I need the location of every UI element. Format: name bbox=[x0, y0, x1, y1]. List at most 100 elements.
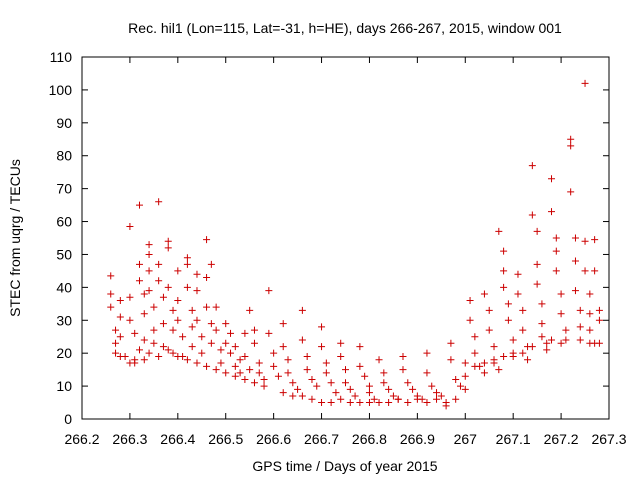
data-point bbox=[188, 323, 196, 331]
data-point bbox=[562, 326, 570, 334]
data-point bbox=[126, 293, 134, 301]
y-tick-label: 40 bbox=[56, 279, 72, 295]
data-point bbox=[284, 369, 292, 377]
data-point bbox=[543, 346, 551, 354]
data-point bbox=[279, 389, 287, 397]
data-point bbox=[514, 270, 522, 278]
data-point bbox=[480, 290, 488, 298]
data-point bbox=[461, 372, 469, 380]
data-point bbox=[365, 382, 373, 390]
data-point bbox=[327, 399, 335, 407]
data-point bbox=[471, 333, 479, 341]
data-point bbox=[270, 349, 278, 357]
data-point bbox=[260, 376, 268, 384]
data-point bbox=[241, 352, 249, 360]
data-point bbox=[471, 362, 479, 370]
data-point bbox=[212, 366, 220, 374]
x-axis-ticks: 266.2 266.3 266.4 266.5 266.6 266.7 266.8 266.9… bbox=[64, 57, 627, 447]
data-point bbox=[548, 336, 556, 344]
data-point bbox=[404, 379, 412, 387]
data-point bbox=[552, 247, 560, 255]
data-point bbox=[303, 366, 311, 374]
data-point bbox=[461, 359, 469, 367]
data-point bbox=[504, 316, 512, 324]
data-point bbox=[116, 333, 124, 341]
data-point bbox=[174, 267, 182, 275]
data-point bbox=[356, 362, 364, 370]
data-point bbox=[576, 306, 584, 314]
data-point bbox=[203, 236, 211, 244]
data-point bbox=[159, 293, 167, 301]
data-point bbox=[265, 329, 273, 337]
data-point bbox=[236, 369, 244, 377]
data-point bbox=[466, 316, 474, 324]
data-point bbox=[289, 392, 297, 400]
data-point bbox=[126, 359, 134, 367]
data-point bbox=[586, 339, 594, 347]
data-point bbox=[207, 320, 215, 328]
x-tick-label: 266.2 bbox=[64, 431, 99, 447]
data-point bbox=[586, 290, 594, 298]
data-point bbox=[313, 382, 321, 390]
data-point bbox=[490, 343, 498, 351]
data-point bbox=[495, 227, 503, 235]
data-point bbox=[145, 241, 153, 249]
data-point bbox=[595, 316, 603, 324]
data-point bbox=[203, 362, 211, 370]
data-point bbox=[385, 399, 393, 407]
data-point bbox=[437, 392, 445, 400]
data-point bbox=[452, 395, 460, 403]
data-point bbox=[595, 306, 603, 314]
data-point bbox=[351, 392, 359, 400]
data-point bbox=[155, 352, 163, 360]
x-tick-label: 266.5 bbox=[208, 431, 243, 447]
data-point bbox=[466, 297, 474, 305]
data-point bbox=[322, 359, 330, 367]
data-point bbox=[413, 395, 421, 403]
data-point bbox=[217, 359, 225, 367]
data-point bbox=[318, 323, 326, 331]
data-point bbox=[131, 329, 139, 337]
data-point bbox=[380, 379, 388, 387]
x-tick-label: 266.7 bbox=[304, 431, 339, 447]
data-point bbox=[433, 389, 441, 397]
data-point bbox=[116, 313, 124, 321]
data-point bbox=[193, 270, 201, 278]
data-point bbox=[193, 316, 201, 324]
data-point bbox=[365, 389, 373, 397]
data-point bbox=[595, 339, 603, 347]
y-tick-label: 10 bbox=[56, 378, 72, 394]
data-point bbox=[571, 287, 579, 295]
data-points bbox=[107, 79, 603, 410]
data-point bbox=[179, 333, 187, 341]
data-point bbox=[337, 339, 345, 347]
data-point bbox=[557, 310, 565, 318]
data-point bbox=[480, 369, 488, 377]
data-point bbox=[356, 343, 364, 351]
data-point bbox=[241, 376, 249, 384]
data-point bbox=[203, 273, 211, 281]
data-point bbox=[260, 382, 268, 390]
data-point bbox=[538, 333, 546, 341]
data-point bbox=[207, 260, 215, 268]
data-point bbox=[155, 260, 163, 268]
data-point bbox=[227, 349, 235, 357]
data-point bbox=[188, 343, 196, 351]
data-point bbox=[150, 326, 158, 334]
data-point bbox=[203, 303, 211, 311]
data-point bbox=[423, 369, 431, 377]
data-point bbox=[538, 320, 546, 328]
data-point bbox=[241, 329, 249, 337]
data-point bbox=[552, 234, 560, 242]
data-point bbox=[399, 366, 407, 374]
data-point bbox=[471, 349, 479, 357]
data-point bbox=[112, 349, 120, 357]
data-point bbox=[107, 303, 115, 311]
data-point bbox=[198, 349, 206, 357]
data-point bbox=[222, 320, 230, 328]
data-point bbox=[155, 198, 163, 206]
data-point bbox=[231, 372, 239, 380]
data-point bbox=[145, 267, 153, 275]
data-point bbox=[183, 356, 191, 364]
y-tick-label: 90 bbox=[56, 115, 72, 131]
